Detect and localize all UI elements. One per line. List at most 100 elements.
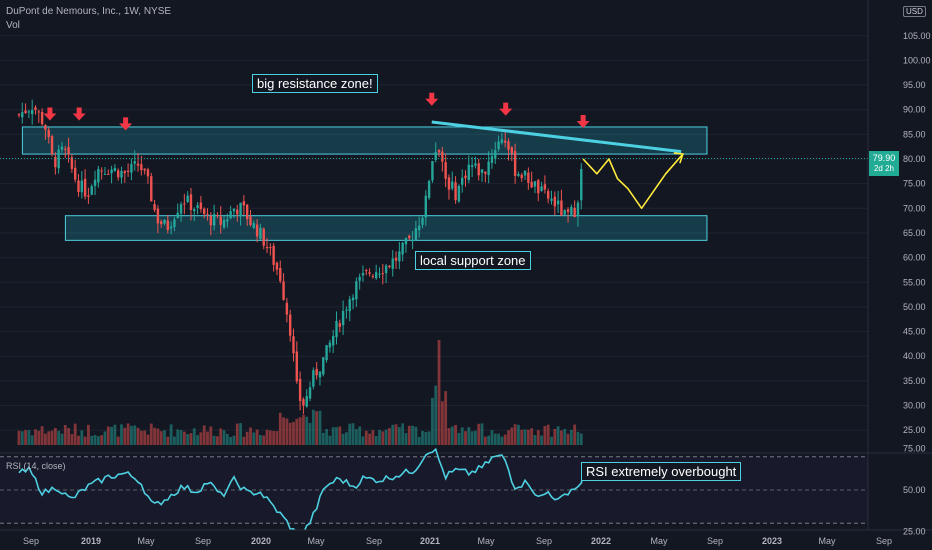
candle-body xyxy=(57,149,60,169)
volume-bar xyxy=(169,424,173,445)
volume-bar xyxy=(526,429,530,445)
candle-body xyxy=(401,242,404,255)
candle-body xyxy=(444,162,447,179)
volume-bar xyxy=(189,433,193,445)
volume-bar xyxy=(146,434,150,445)
volume-bar xyxy=(80,430,84,445)
candle-body xyxy=(27,111,31,113)
candle-body xyxy=(249,216,252,225)
candle-body xyxy=(427,181,431,198)
candle-body xyxy=(67,147,70,155)
volume-bar xyxy=(483,436,487,445)
candle-body xyxy=(576,202,580,217)
last-price-tag: 79.90 2d 2h xyxy=(869,151,899,176)
volume-bar xyxy=(179,430,183,445)
volume-bar xyxy=(143,430,147,445)
volume-bar xyxy=(411,425,414,445)
volume-bar xyxy=(493,433,497,445)
candle-body xyxy=(451,181,454,189)
candle-body xyxy=(265,246,269,249)
volume-bar xyxy=(520,429,524,445)
volume-bar xyxy=(222,430,226,445)
candle-body xyxy=(64,148,67,150)
time-tick-label: 2020 xyxy=(251,536,271,546)
down-arrow-icon xyxy=(119,117,133,131)
volume-bar xyxy=(318,410,322,445)
volume-bar xyxy=(199,432,203,445)
price-tick-label: 60.00 xyxy=(903,253,926,263)
bar-countdown: 2d 2h xyxy=(873,164,895,173)
volume-bar xyxy=(182,431,186,445)
volume-bar xyxy=(513,424,517,445)
volume-label: Vol xyxy=(6,20,20,31)
volume-bar xyxy=(298,417,302,445)
volume-bar xyxy=(245,431,249,445)
candle-body xyxy=(212,214,216,226)
volume-bar xyxy=(216,436,219,445)
candle-body xyxy=(345,309,348,311)
candle-body xyxy=(421,217,424,225)
volume-bar xyxy=(394,424,398,445)
candle-body xyxy=(580,169,583,201)
volume-bar xyxy=(63,424,67,445)
volume-bar xyxy=(173,436,176,445)
candle-body xyxy=(156,208,160,224)
volume-bar xyxy=(110,426,113,445)
candle-body xyxy=(305,396,308,407)
candle-body xyxy=(467,164,471,181)
candle-body xyxy=(255,224,259,237)
candle-body xyxy=(470,165,474,168)
candle-body xyxy=(563,210,566,215)
rsi-annotation: RSI extremely overbought xyxy=(581,462,742,481)
candle-body xyxy=(40,111,44,125)
volume-bar xyxy=(457,432,461,445)
projection-arrowhead xyxy=(673,152,684,164)
candle-body xyxy=(285,302,289,315)
volume-bar xyxy=(100,435,104,445)
volume-bar xyxy=(67,428,70,445)
volume-bar xyxy=(295,418,299,445)
candle-body xyxy=(176,212,179,219)
volume-bar xyxy=(556,426,560,445)
volume-bar xyxy=(275,431,279,445)
volume-bar xyxy=(321,432,325,445)
candle-body xyxy=(50,136,54,155)
candle-body xyxy=(365,270,368,272)
volume-bar xyxy=(546,424,550,445)
candle-body xyxy=(497,141,500,150)
volume-bar xyxy=(20,431,24,445)
price-tick-label: 85.00 xyxy=(903,129,926,139)
volume-bar xyxy=(325,429,328,445)
candle-body xyxy=(100,170,103,172)
volume-bar xyxy=(242,436,246,445)
candle-body xyxy=(70,157,74,169)
volume-bar xyxy=(50,430,54,445)
volume-bar xyxy=(358,426,362,445)
candle-body xyxy=(292,336,295,354)
volume-bar xyxy=(368,433,371,445)
candle-body xyxy=(73,167,77,180)
candle-body xyxy=(262,228,265,246)
volume-bar xyxy=(202,425,206,445)
currency-label[interactable]: USD xyxy=(903,6,926,17)
candle-body xyxy=(355,281,358,300)
candle-body xyxy=(424,195,428,218)
candle-body xyxy=(282,281,285,300)
volume-bar xyxy=(209,426,213,445)
volume-bar xyxy=(427,431,431,445)
volume-bar xyxy=(364,430,368,445)
candle-body xyxy=(275,262,279,270)
volume-bar xyxy=(536,430,540,445)
volume-bar xyxy=(401,423,405,445)
candle-body xyxy=(173,219,176,227)
candle-body xyxy=(384,265,388,274)
candle-body xyxy=(464,175,467,179)
resistance-trendline xyxy=(431,120,682,154)
rsi-tick-label: 50.00 xyxy=(903,485,926,495)
candle-body xyxy=(24,110,27,114)
candle-body xyxy=(153,204,156,210)
volume-bar xyxy=(57,430,61,445)
volume-bar xyxy=(40,426,44,445)
volume-bar xyxy=(196,435,199,445)
